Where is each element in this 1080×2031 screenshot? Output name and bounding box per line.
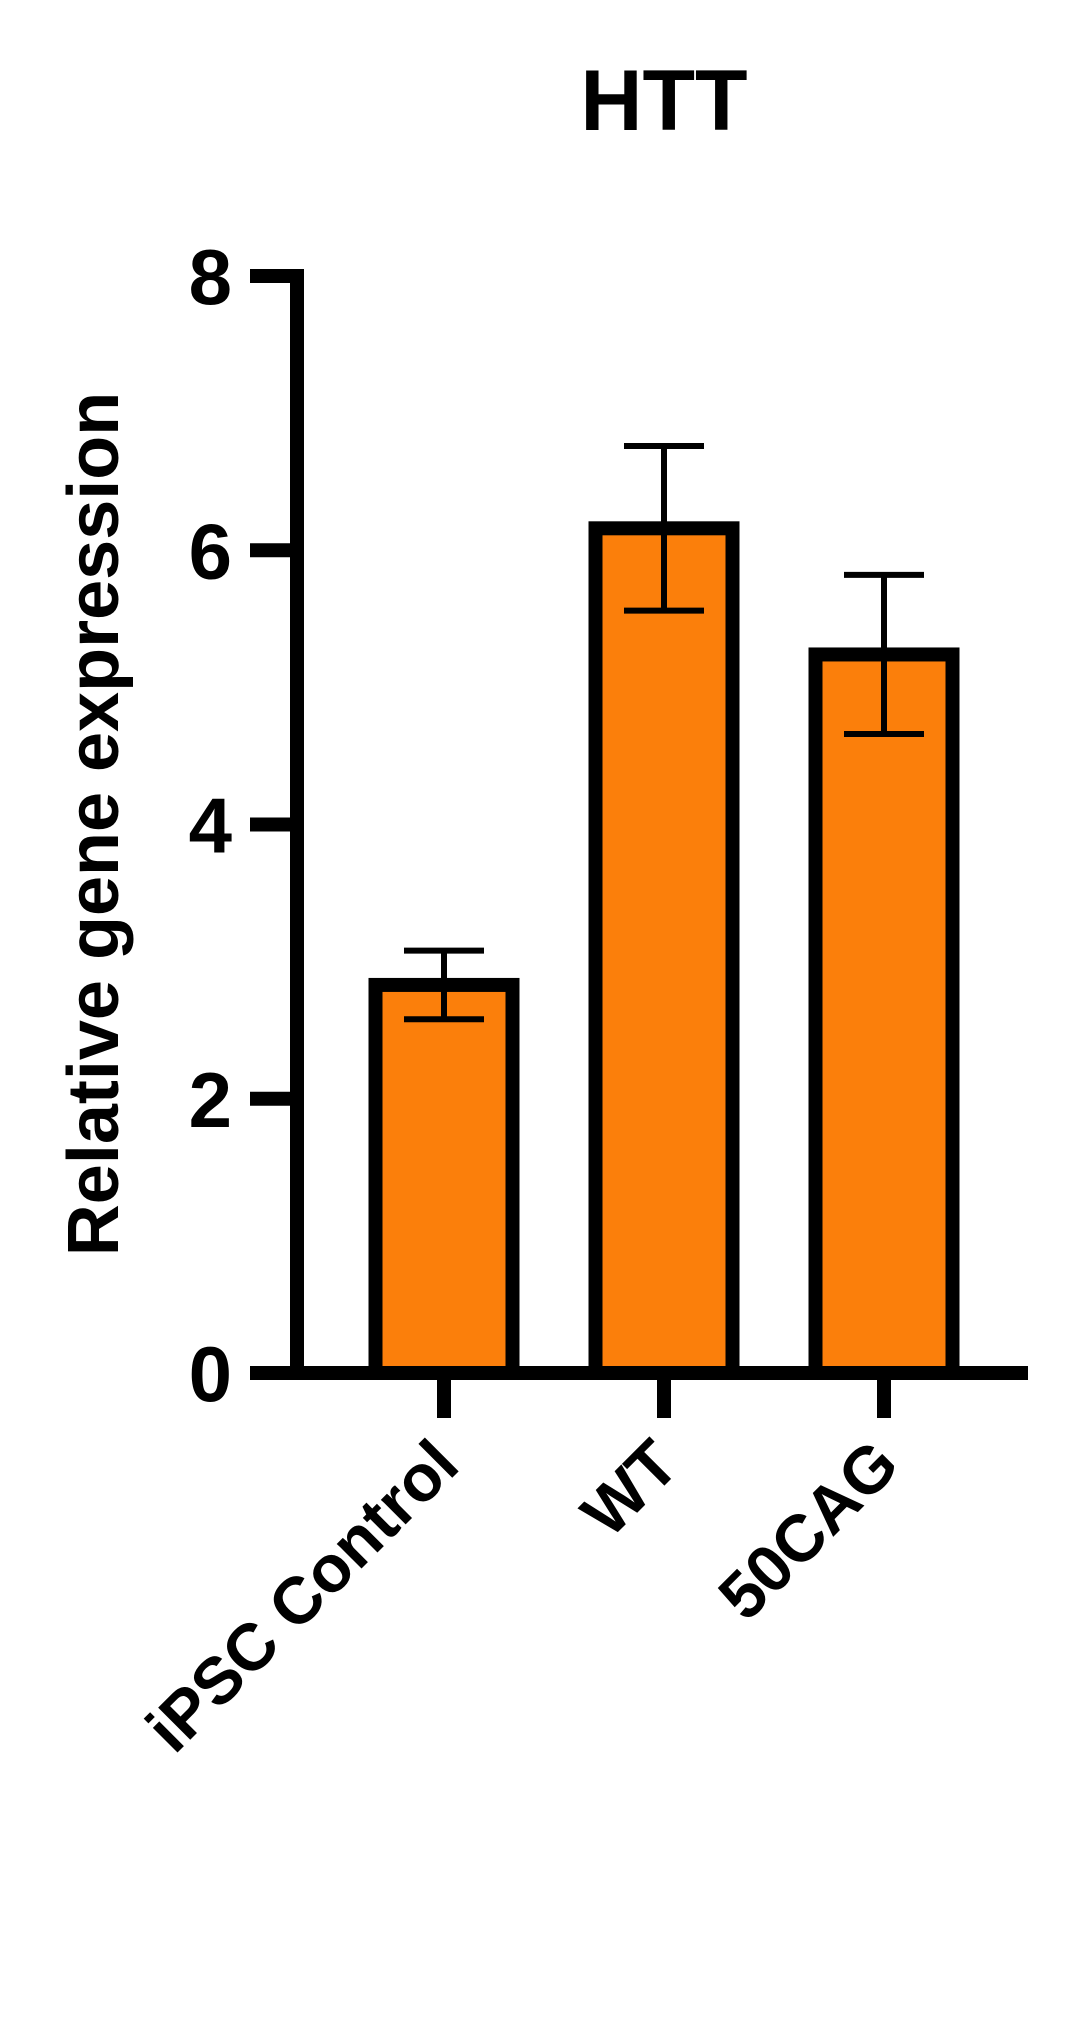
x-tick-label: WT [567, 1426, 692, 1551]
chart-title: HTT [580, 53, 747, 149]
x-tick-label: iPSC Control [132, 1426, 472, 1766]
y-tick-label: 6 [189, 507, 232, 595]
y-axis-label: Relative gene expression [54, 392, 134, 1256]
y-tick-label: 2 [189, 1056, 232, 1144]
y-tick-label: 8 [189, 233, 232, 321]
y-tick-label: 0 [189, 1330, 232, 1418]
bar [588, 521, 740, 1380]
y-tick-label: 4 [189, 782, 232, 870]
x-tick-label: 50CAG [704, 1426, 912, 1634]
bar [808, 647, 960, 1380]
bar [368, 977, 520, 1381]
